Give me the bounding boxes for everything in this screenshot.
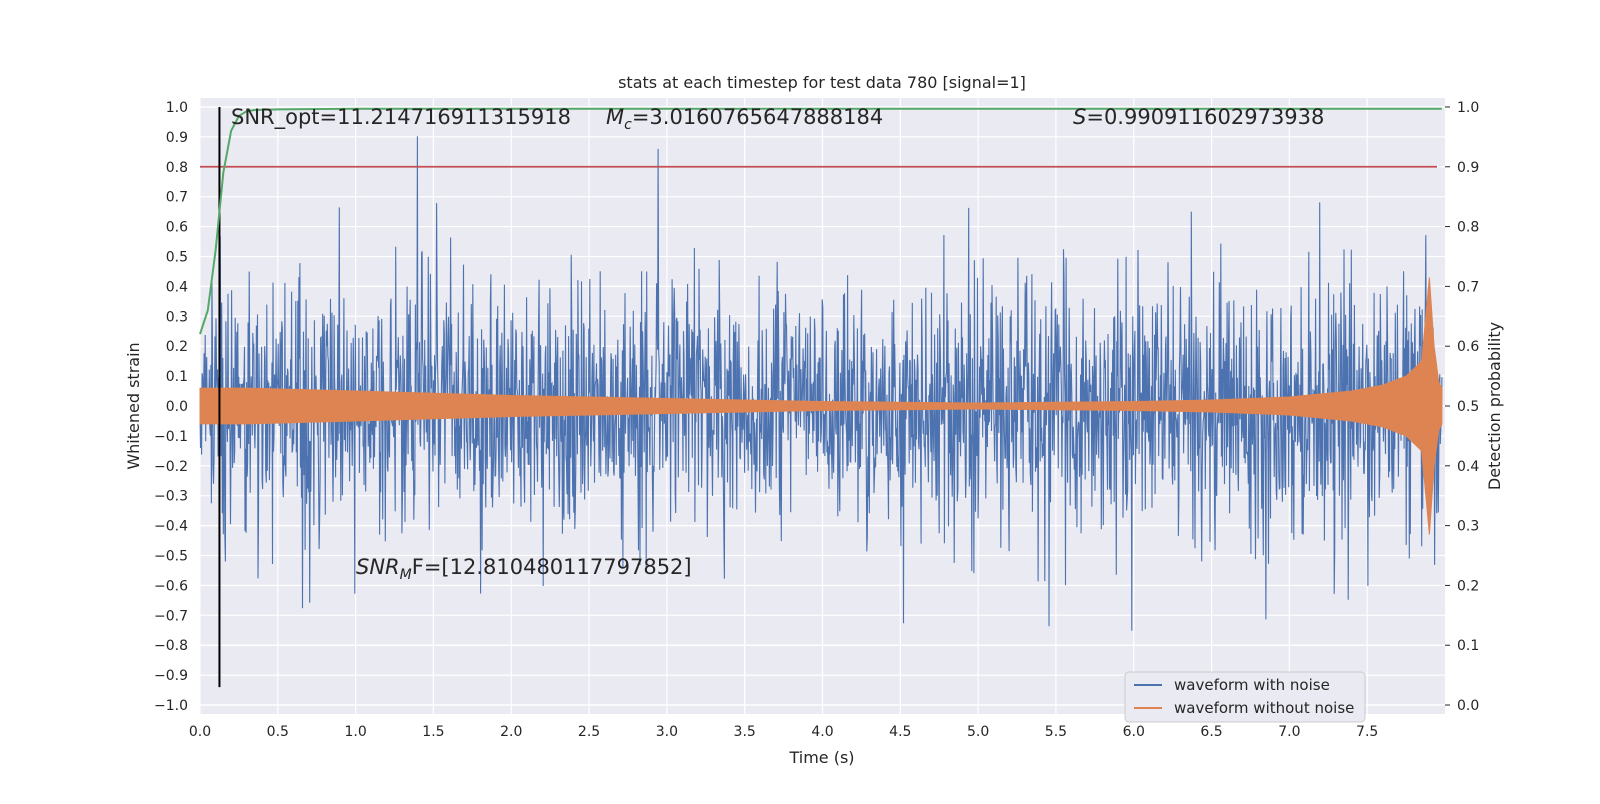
x-tick-label: 5.5 [1045, 724, 1067, 740]
y-tick-label: 0.0 [166, 399, 188, 415]
y-tick-label: −0.8 [154, 638, 188, 654]
y-axis-label: Whitened strain [124, 342, 143, 469]
y2-tick-label: 0.5 [1457, 399, 1479, 415]
noise-trace [199, 136, 1443, 631]
annotation-snr-mf: SNRMF=[12.810480117797852] [356, 555, 692, 583]
legend-label-clean: waveform without noise [1174, 699, 1354, 717]
y2-tick-label: 0.1 [1457, 638, 1479, 654]
y-tick-label: 0.1 [166, 369, 188, 385]
x-tick-label: 6.5 [1200, 724, 1222, 740]
x-tick-label: 0.5 [267, 724, 289, 740]
y-tick-label: −1.0 [154, 698, 188, 714]
x-axis-label: Time (s) [788, 748, 854, 767]
x-tick-label: 4.5 [889, 724, 911, 740]
y-axis-ticks: 1.0 0.9 0.8 0.7 0.6 0.5 0.4 0.3 0.2 0.1 0.0 −0.1 −0.… [154, 100, 188, 714]
probability-curve [199, 107, 1442, 335]
y-tick-label: 0.9 [166, 130, 188, 146]
y2-tick-label: 1.0 [1457, 100, 1479, 116]
annotation-chirp-mass: Mc=3.0160765647888184 [606, 105, 883, 133]
chart-title: stats at each timestep for test data 780… [618, 73, 1026, 92]
y-tick-label: −0.1 [154, 429, 188, 445]
clean-envelope [199, 277, 1443, 535]
y-tick-label: −0.2 [154, 459, 188, 475]
x-tick-label: 3.5 [734, 724, 756, 740]
legend: waveform with noise waveform without noi… [1124, 671, 1366, 723]
y2-tick-label: 0.8 [1457, 220, 1479, 236]
y-tick-label: −0.6 [154, 578, 188, 594]
y-tick-label: 0.7 [166, 190, 188, 206]
y2-tick-label: 0.0 [1457, 698, 1479, 714]
annotation-s-value: S=0.990911602973938 [1073, 105, 1324, 129]
legend-box [1124, 671, 1366, 723]
y2-tick-label: 0.2 [1457, 578, 1479, 594]
y2-tick-label: 0.6 [1457, 339, 1479, 355]
x-tick-label: 4.0 [811, 724, 833, 740]
legend-label-noise: waveform with noise [1174, 676, 1330, 694]
x-tick-label: 6.0 [1123, 724, 1145, 740]
y2-axis-ticks: 1.0 0.9 0.8 0.7 0.6 0.5 0.4 0.3 0.2 0.1 0.0 [1445, 100, 1479, 714]
y-tick-label: −0.4 [154, 519, 188, 535]
x-tick-label: 7.5 [1356, 724, 1378, 740]
y-tick-label: 0.2 [166, 339, 188, 355]
x-tick-label: 2.0 [500, 724, 522, 740]
x-tick-label: 1.5 [422, 724, 444, 740]
y-tick-label: −0.9 [154, 668, 188, 684]
annotation-s-symbol: S [1073, 105, 1086, 129]
annotation-snr-mf-value: F=[12.810480117797852] [412, 555, 692, 579]
y-tick-label: 0.4 [166, 279, 188, 295]
x-tick-label: 5.0 [967, 724, 989, 740]
annotation-chirp-mass-value: =3.0160765647888184 [632, 105, 883, 129]
y-tick-label: −0.7 [154, 608, 188, 624]
y2-tick-label: 0.3 [1457, 519, 1479, 535]
y-tick-label: 0.3 [166, 309, 188, 325]
series-detection-probability [199, 107, 1442, 335]
y-tick-label: 0.8 [166, 160, 188, 176]
y2-tick-label: 0.9 [1457, 160, 1479, 176]
y2-tick-label: 0.4 [1457, 459, 1479, 475]
y-tick-label: 0.6 [166, 220, 188, 236]
annotation-snr-mf-prefix: SNR [356, 555, 400, 579]
x-tick-label: 1.0 [344, 724, 366, 740]
series-waveform-with-noise [199, 136, 1443, 631]
y-tick-label: −0.3 [154, 489, 188, 505]
y2-tick-label: 0.7 [1457, 279, 1479, 295]
y2-axis-label: Detection probability [1485, 322, 1504, 490]
series-waveform-without-noise [199, 277, 1443, 535]
x-tick-label: 3.0 [656, 724, 678, 740]
y-tick-label: 1.0 [166, 100, 188, 116]
annotation-snr-opt: SNR_opt=11.214716911315918 [231, 105, 571, 130]
x-tick-label: 0.0 [189, 724, 211, 740]
x-tick-label: 7.0 [1278, 724, 1300, 740]
annotation-chirp-mass-subscript: c [624, 117, 632, 133]
x-tick-label: 2.5 [578, 724, 600, 740]
annotation-chirp-mass-symbol: M [606, 105, 624, 129]
annotation-snr-mf-subscript: M [400, 567, 412, 583]
y-tick-label: 0.5 [166, 249, 188, 265]
annotation-s-number: =0.990911602973938 [1086, 105, 1324, 129]
x-axis-ticks: 0.0 0.5 1.0 1.5 2.0 2.5 3.0 3.5 4.0 4.5 5.0 5.5 6.0 6… [189, 724, 1378, 740]
y-tick-label: −0.5 [154, 549, 188, 565]
